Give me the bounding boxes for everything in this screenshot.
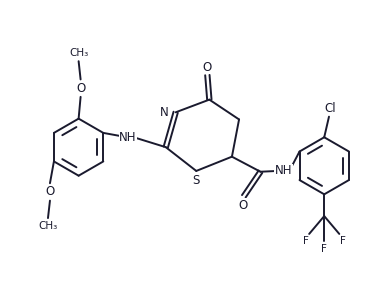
Text: NH: NH (119, 131, 137, 144)
Text: S: S (193, 174, 200, 187)
Text: F: F (339, 236, 345, 246)
Text: N: N (160, 106, 169, 119)
Text: NH: NH (275, 164, 293, 177)
Text: F: F (303, 236, 309, 246)
Text: F: F (321, 244, 327, 253)
Text: Cl: Cl (324, 102, 336, 115)
Text: O: O (76, 82, 85, 95)
Text: O: O (203, 61, 212, 74)
Text: O: O (238, 198, 248, 211)
Text: O: O (45, 185, 55, 198)
Text: CH₃: CH₃ (69, 48, 88, 58)
Text: CH₃: CH₃ (38, 221, 58, 231)
